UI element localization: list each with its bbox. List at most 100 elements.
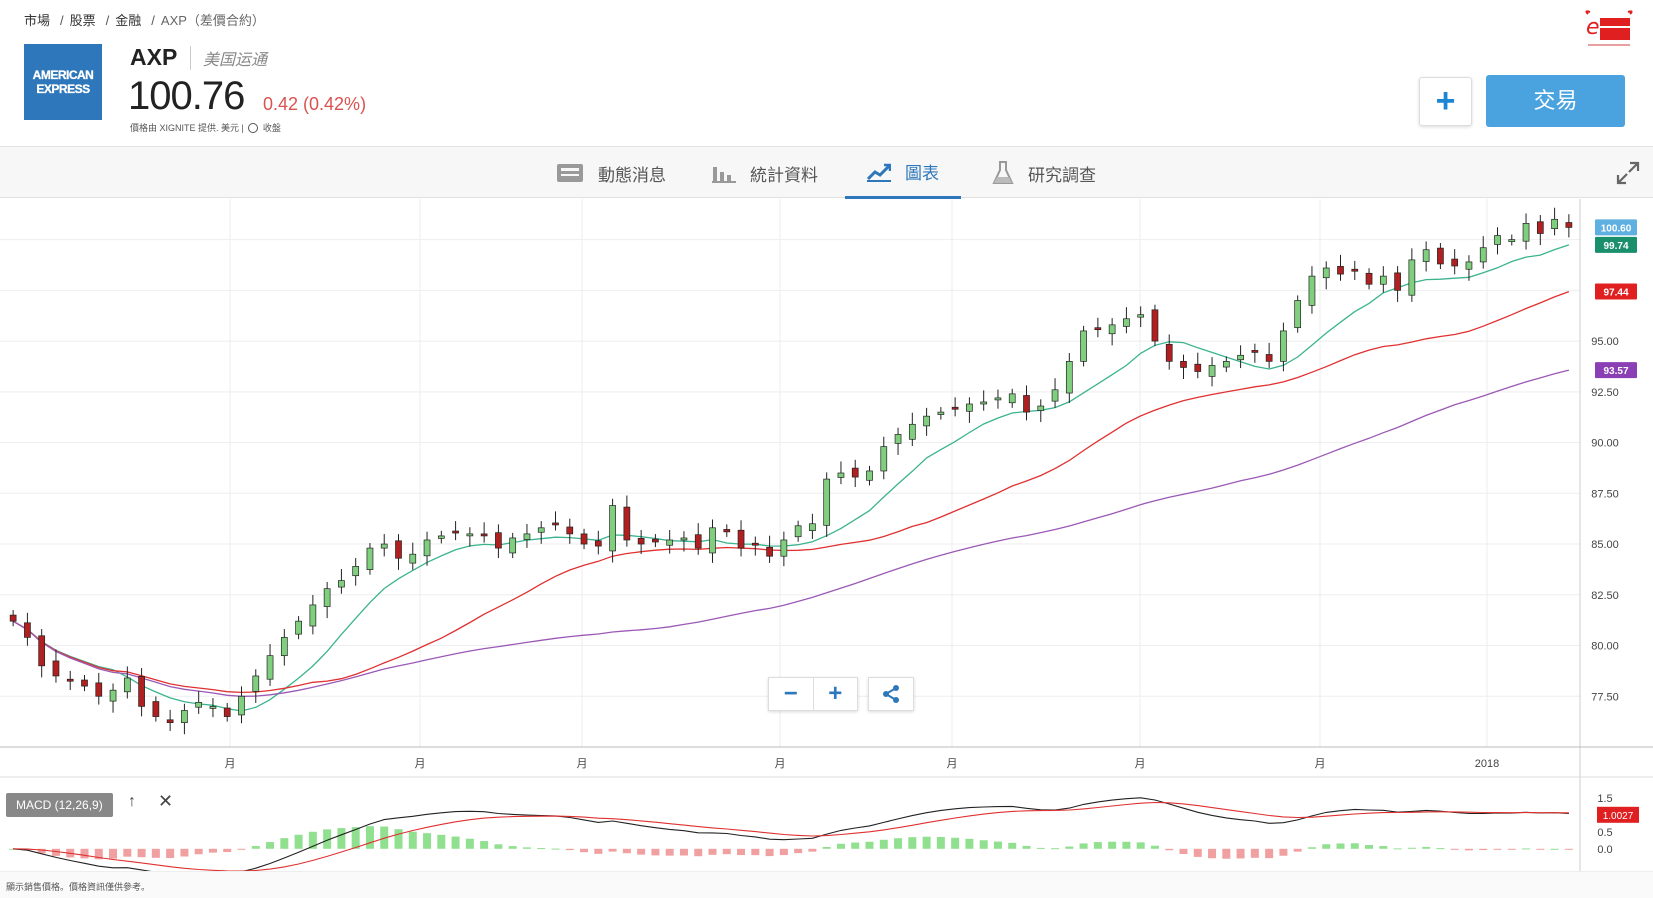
candle-body <box>338 580 345 588</box>
candle-body <box>537 527 545 533</box>
candle-body <box>495 532 502 549</box>
tab-news[interactable]: 動態消息 <box>556 147 666 199</box>
macd-histogram-bar <box>1350 843 1359 849</box>
price-source: 價格由 XIGNITE 提供. 美元 | 收盤 <box>130 121 281 134</box>
candle-body <box>1237 354 1244 361</box>
macd-histogram-bar <box>808 848 817 852</box>
candle-body <box>409 553 417 564</box>
candle-body <box>980 401 988 405</box>
price-badge <box>1595 283 1637 300</box>
candle-body <box>152 701 160 717</box>
candle-body <box>1108 324 1116 335</box>
tab-chart[interactable]: 圖表 <box>845 147 961 199</box>
tab-chart-label: 圖表 <box>905 164 939 183</box>
candle-body <box>1222 361 1230 368</box>
tab-stats[interactable]: 統計資料 <box>712 147 818 199</box>
macd-histogram-bar <box>594 848 603 854</box>
macd-histogram-bar <box>180 848 189 857</box>
zoom-in-button[interactable]: + <box>828 680 843 707</box>
candle-body <box>1265 354 1273 362</box>
candle-body <box>81 679 88 687</box>
price-badge-label: 97.44 <box>1603 288 1628 299</box>
candle-body <box>1479 247 1487 263</box>
trade-button[interactable]: 交易 <box>1486 75 1625 127</box>
chart-panel[interactable]: 95.00 92.50 90.00 87.50 85.00 82.50 80.00 77.50… <box>0 199 1653 871</box>
price-badge <box>1595 236 1637 253</box>
macd-histogram-bar <box>1479 848 1488 851</box>
candle-body <box>737 529 745 549</box>
macd-histogram-bar <box>451 836 460 849</box>
candle-body <box>1508 239 1516 242</box>
macd-histogram-bar <box>1507 848 1516 850</box>
breadcrumb-finance[interactable]: 金融 <box>115 13 142 28</box>
macd-histogram-bar <box>337 828 346 849</box>
macd-y-tick-label: 0.5 <box>1597 827 1612 839</box>
macd-histogram-bar <box>465 838 474 849</box>
candle-body <box>751 542 759 546</box>
share-button[interactable] <box>868 677 914 711</box>
price-badge-label: 100.60 <box>1601 223 1632 234</box>
macd-histogram-bar <box>1122 841 1131 849</box>
macd-histogram-bar <box>394 829 403 849</box>
macd-histogram-bar <box>651 848 660 856</box>
macd-histogram-bar <box>1393 848 1402 850</box>
company-logo: AMERICAN EXPRESS <box>24 44 102 120</box>
macd-histogram-bar <box>251 846 260 849</box>
candle-body <box>1094 327 1102 331</box>
price-chart[interactable]: 95.00 92.50 90.00 87.50 85.00 82.50 80.00 77.50… <box>0 199 1653 871</box>
candle-body <box>609 505 616 552</box>
y-tick-label: 95.00 <box>1591 336 1619 348</box>
macd-move-up-button[interactable]: ↑ <box>128 793 136 810</box>
candle-body <box>780 539 788 557</box>
candle-body <box>637 538 645 545</box>
expand-icon[interactable] <box>1616 161 1640 185</box>
macd-histogram-bar <box>494 844 503 849</box>
tab-research[interactable]: 研究調查 <box>992 147 1096 199</box>
macd-histogram-bar <box>679 848 688 856</box>
breadcrumb-stocks[interactable]: 股票 <box>69 13 96 28</box>
price-change: 0.42 (0.42%) <box>263 94 367 114</box>
candle-body <box>352 566 360 577</box>
macd-histogram-bar <box>708 848 717 855</box>
candle-body <box>480 533 488 537</box>
macd-histogram-bar <box>80 848 89 859</box>
macd-histogram-bar <box>694 848 703 857</box>
add-to-watchlist-button[interactable]: + <box>1419 77 1472 126</box>
candle-body <box>766 546 773 557</box>
candle-body <box>1379 275 1387 285</box>
macd-y-tick-label: 0.0 <box>1597 844 1612 856</box>
y-tick-label: 82.50 <box>1591 590 1619 602</box>
breadcrumb-separator: / <box>105 13 110 28</box>
macd-histogram-bar <box>779 848 788 856</box>
candle-body <box>680 537 688 541</box>
tab-stats-label: 統計資料 <box>750 165 818 185</box>
macd-histogram-bar <box>237 848 246 850</box>
bar-stats-icon <box>712 163 736 183</box>
candle-body <box>594 540 602 547</box>
candle-body <box>266 655 274 680</box>
y-tick-label: 90.00 <box>1591 438 1619 450</box>
macd-close-button[interactable]: ✕ <box>158 791 174 811</box>
candle-body <box>1037 405 1045 411</box>
macd-histogram-bar <box>622 848 631 854</box>
macd-histogram-bar <box>437 834 446 849</box>
candle-body <box>1322 267 1330 279</box>
candle-body <box>880 446 888 472</box>
macd-histogram-bar <box>323 829 332 849</box>
macd-histogram-bar <box>208 848 217 853</box>
candle-body <box>666 539 674 546</box>
macd-histogram-bar <box>1022 845 1031 849</box>
macd-value-badge <box>1597 806 1639 823</box>
macd-indicator-label[interactable]: MACD (12,26,9) <box>6 793 113 817</box>
price-badge-label: 99.74 <box>1603 241 1628 252</box>
macd-histogram-bar <box>1051 848 1060 850</box>
macd-histogram-bar <box>951 837 960 849</box>
zoom-out-button[interactable]: − <box>769 678 814 710</box>
candle-body <box>1294 300 1302 329</box>
candle-body <box>1337 266 1344 275</box>
macd-histogram-bar <box>722 848 731 855</box>
breadcrumb-markets[interactable]: 市場 <box>24 13 51 28</box>
macd-histogram-bar <box>851 842 860 849</box>
breadcrumb-separator: / <box>151 13 155 28</box>
candle-body <box>209 706 217 709</box>
